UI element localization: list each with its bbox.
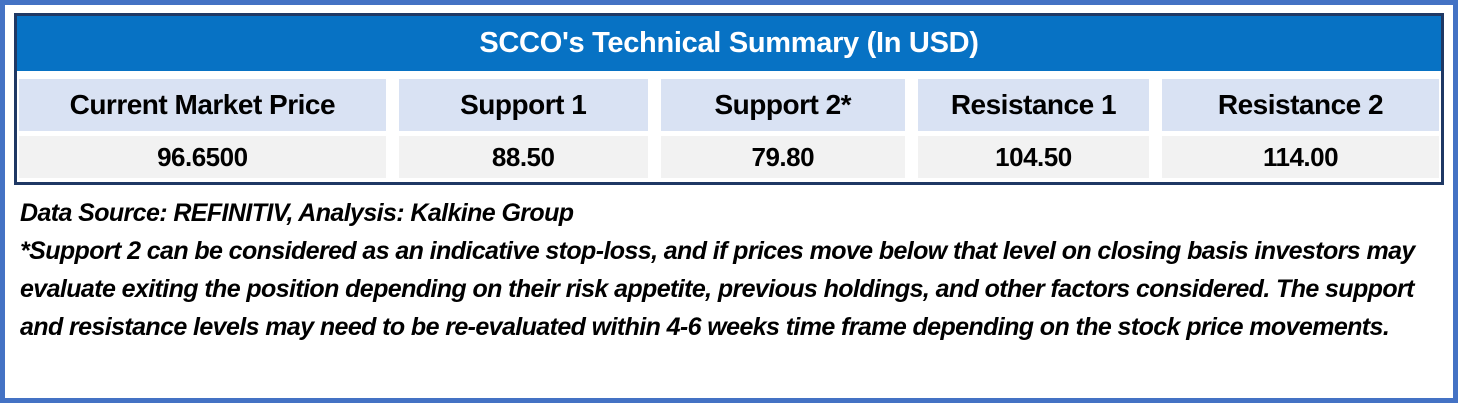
value-current-market-price: 96.6500 — [19, 136, 386, 178]
table-grid: Current Market Price Support 1 Support 2… — [17, 79, 1441, 178]
column-header-resistance-1: Resistance 1 — [917, 79, 1149, 131]
value-support-2: 79.80 — [660, 136, 905, 178]
column-header-current-market-price: Current Market Price — [19, 79, 386, 131]
technical-summary-table: SCCO's Technical Summary (In USD) Curren… — [14, 13, 1444, 185]
value-resistance-2: 114.00 — [1162, 136, 1439, 178]
value-support-1: 88.50 — [398, 136, 648, 178]
table-title: SCCO's Technical Summary (In USD) — [17, 16, 1441, 71]
column-header-support-2: Support 2* — [660, 79, 905, 131]
column-header-support-1: Support 1 — [398, 79, 648, 131]
footnotes: Data Source: REFINITIV, Analysis: Kalkin… — [14, 185, 1444, 346]
value-resistance-1: 104.50 — [917, 136, 1149, 178]
data-source-line: Data Source: REFINITIV, Analysis: Kalkin… — [20, 199, 574, 227]
stop-loss-disclaimer: *Support 2 can be considered as an indic… — [20, 237, 1415, 341]
column-header-resistance-2: Resistance 2 — [1162, 79, 1439, 131]
